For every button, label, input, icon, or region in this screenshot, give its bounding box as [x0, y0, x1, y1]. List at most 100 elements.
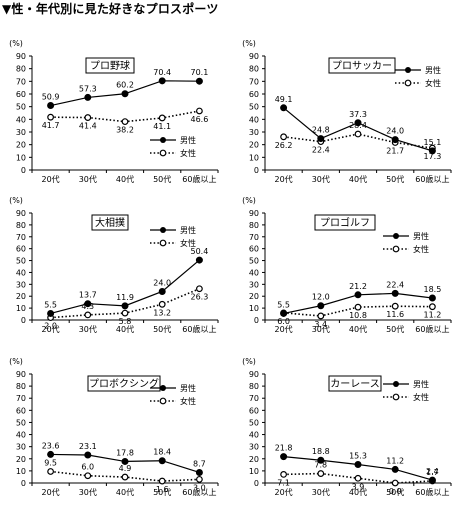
x-tick-label: 40代 [349, 324, 367, 334]
y-tick-label: 70 [249, 77, 259, 86]
data-label-male: 13.7 [79, 291, 97, 300]
data-label-female: 3.4 [314, 320, 327, 329]
legend-marker-male [405, 67, 411, 73]
x-tick-label: 40代 [116, 174, 134, 184]
legend-label-female: 女性 [413, 244, 429, 254]
legend-label-male: 男性 [413, 379, 429, 389]
data-point-female [84, 472, 92, 480]
x-tick-label: 50代 [153, 487, 171, 497]
y-axis-label: (%) [9, 357, 23, 366]
data-point-male [428, 476, 436, 484]
legend-marker-male [160, 227, 166, 233]
data-label-female: 7.1 [277, 478, 290, 487]
chart-panel-soccer: 0 10 20 30 40 50 60 70 80 90 (%) 20代 30代 40代 50代 60歳以上 プ… [233, 27, 466, 191]
data-point-female [47, 113, 54, 121]
data-label-male: 11.2 [386, 456, 404, 465]
data-point-male [158, 457, 166, 465]
data-point-male [317, 456, 325, 464]
data-point-male [84, 93, 92, 101]
data-label-female: 1.6 [156, 485, 169, 494]
data-label-female: 9.5 [44, 458, 57, 467]
x-tick-label: 30代 [79, 324, 97, 334]
data-label-male: 37.3 [349, 110, 367, 119]
legend-marker-male [393, 381, 399, 387]
data-label-female: 1.7 [426, 468, 439, 477]
data-label-female: 6.0 [81, 463, 94, 472]
x-tick-label: 30代 [79, 174, 97, 184]
chart-svg: 0 10 20 30 40 50 60 70 80 90 (%) 20代 30代 40代 50代 60歳以上 プ… [9, 357, 219, 497]
y-tick-label: 90 [16, 370, 26, 379]
data-label-female: 41.4 [79, 122, 97, 131]
legend-marker-male [160, 385, 166, 391]
data-point-male [47, 450, 55, 458]
legend-marker-female [392, 393, 400, 401]
page-title: ▼性・年代別に見た好きなプロスポーツ [2, 2, 219, 16]
data-label-male: 15.1 [423, 138, 441, 147]
legend-label-male: 男性 [180, 225, 196, 235]
data-point-male [158, 287, 166, 295]
y-tick-label: 50 [249, 418, 259, 427]
y-tick-label: 0 [254, 479, 259, 488]
x-tick-label: 20代 [275, 174, 293, 184]
legend-label-female: 女性 [180, 148, 196, 158]
y-tick-label: 10 [16, 153, 26, 162]
data-label-male: 18.5 [423, 285, 441, 294]
x-tick-label: 20代 [42, 324, 60, 334]
chart-panel-sumo: 0 10 20 30 40 50 60 70 80 90 (%) 20代 30代 40代 50代 60歳以上 大… [0, 191, 233, 355]
data-label-male: 23.1 [79, 442, 97, 451]
y-tick-label: 0 [21, 316, 26, 325]
y-tick-label: 20 [249, 141, 259, 150]
data-point-male [317, 302, 325, 310]
data-label-male: 21.2 [349, 282, 367, 291]
y-tick-label: 10 [249, 467, 259, 476]
data-label-female: 41.1 [153, 122, 171, 131]
chart-title-box [91, 214, 129, 231]
x-tick-label: 60歳以上 [182, 174, 216, 184]
data-point-male [195, 468, 203, 476]
chart-title-box [328, 57, 396, 74]
data-point-female [317, 312, 325, 320]
data-label-female: 6.0 [277, 317, 290, 326]
data-label-female: 26.2 [275, 141, 293, 150]
data-label-female: 22.4 [312, 146, 330, 155]
chart-title: 大相撲 [95, 216, 125, 229]
data-point-male [280, 309, 288, 317]
data-point-female [391, 302, 399, 310]
data-point-male [121, 90, 129, 98]
y-axis-label: (%) [242, 357, 256, 366]
legend-label-female: 女性 [180, 396, 196, 406]
data-label-female: 7.8 [314, 461, 327, 470]
chart-panel-golf: 0 10 20 30 40 50 60 70 80 90 (%) 20代 30代 40代 50代 60歳以上 プ… [233, 191, 466, 355]
data-point-female [158, 114, 166, 122]
y-axis-label: (%) [242, 39, 256, 48]
y-tick-label: 0 [21, 166, 26, 175]
x-tick-label: 40代 [116, 487, 134, 497]
x-tick-label: 30代 [312, 174, 330, 184]
chart-panel-car-racing: 0 10 20 30 40 50 60 70 80 90 (%) 20代 30代 40代 50代 60歳以上 カ… [233, 341, 466, 505]
data-label-female: 13.2 [153, 308, 171, 317]
y-tick-label: 30 [16, 443, 26, 452]
y-tick-label: 80 [249, 382, 259, 391]
y-axis-label: (%) [9, 39, 23, 48]
data-label-male: 5.5 [44, 300, 57, 309]
data-point-male [280, 104, 288, 112]
y-tick-label: 0 [21, 479, 26, 488]
data-label-male: 70.4 [153, 68, 171, 77]
data-point-male [84, 451, 92, 459]
y-tick-label: 90 [249, 52, 259, 61]
y-tick-label: 60 [16, 245, 26, 254]
data-label-male: 50.4 [190, 247, 208, 256]
data-label-female: 11.6 [386, 310, 404, 319]
x-tick-label: 50代 [386, 174, 404, 184]
chart-title: プロボクシング [89, 377, 159, 390]
data-point-female [84, 311, 92, 319]
y-tick-label: 40 [249, 431, 259, 440]
legend-label-female: 女性 [413, 392, 429, 402]
chart-panel-baseball: 0 10 20 30 40 50 60 70 80 90 (%) 20代 30代 40代 50代 60歳以上 プ… [0, 27, 233, 191]
data-label-female: 46.6 [190, 115, 208, 124]
data-label-female: 2.0 [44, 322, 57, 331]
data-point-female [158, 477, 166, 485]
data-label-male: 70.1 [190, 68, 208, 77]
data-label-female: 4.3 [81, 302, 94, 311]
x-tick-label: 40代 [349, 487, 367, 497]
